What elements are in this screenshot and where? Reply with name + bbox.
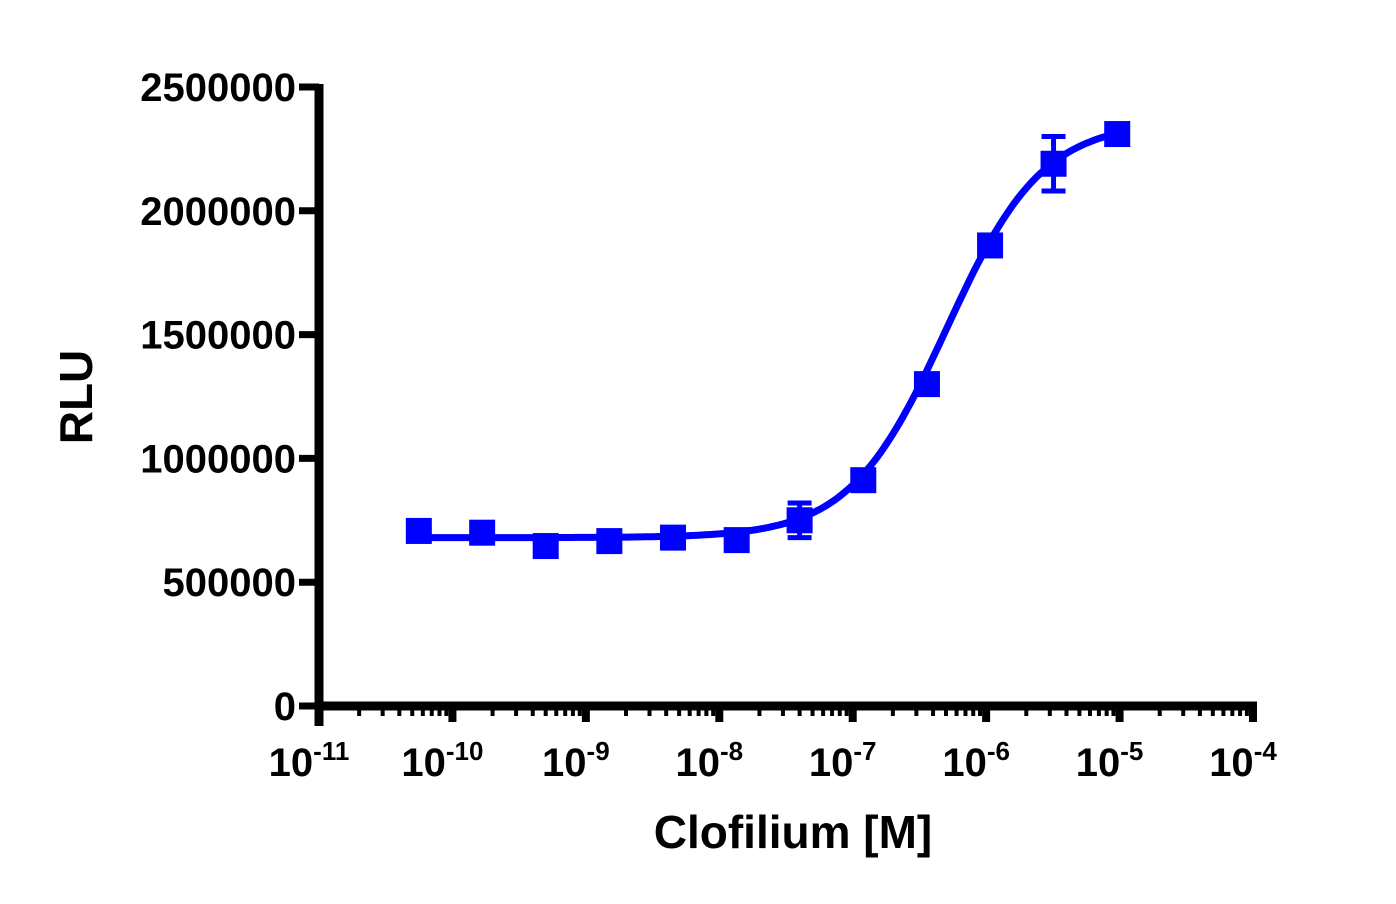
x-tick-label: 10-10 xyxy=(401,736,483,785)
square-marker xyxy=(913,371,940,398)
x-tick-label: 10-4 xyxy=(1209,736,1277,785)
data-point xyxy=(660,524,687,551)
square-marker xyxy=(405,517,432,544)
fit-curve xyxy=(418,129,1118,542)
x-tick-label: 10-5 xyxy=(1076,736,1144,785)
square-marker xyxy=(1040,150,1067,177)
data-point xyxy=(1104,121,1131,148)
data-point xyxy=(723,527,750,554)
data-point xyxy=(596,528,623,555)
y-tick-label: 1000000 xyxy=(140,437,296,481)
data-point xyxy=(405,517,432,544)
y-tick-label: 0 xyxy=(274,685,296,729)
x-tick-label: 10-11 xyxy=(269,736,350,785)
x-tick-label: 10-7 xyxy=(809,736,877,785)
data-point xyxy=(469,519,496,546)
x-tick-label: 10-9 xyxy=(542,736,610,785)
square-marker xyxy=(723,527,750,554)
data-point xyxy=(913,371,940,398)
square-marker xyxy=(469,519,496,546)
data-point xyxy=(1040,134,1067,194)
square-marker xyxy=(660,524,687,551)
data-points xyxy=(405,121,1131,560)
y-axis: 0 500000 1000000 1500000 2000000 2500000 xyxy=(140,66,324,729)
square-marker xyxy=(977,232,1004,259)
square-marker xyxy=(532,533,559,560)
x-tick-label: 10-6 xyxy=(942,736,1010,785)
square-marker xyxy=(596,528,623,555)
square-marker xyxy=(850,467,877,494)
y-axis-title: RLU xyxy=(50,350,102,445)
data-point xyxy=(977,232,1004,259)
y-tick-label: 2000000 xyxy=(140,190,296,234)
y-tick-label: 500000 xyxy=(163,561,296,605)
x-axis-title: Clofilium [M] xyxy=(654,806,933,858)
data-point xyxy=(850,467,877,494)
y-tick-label: 2500000 xyxy=(140,66,296,110)
x-axis: 10-11 10-10 10-9 10-8 10-7 10-6 10-5 10-4 xyxy=(269,701,1277,785)
data-point xyxy=(786,500,813,541)
x-tick-label: 10-8 xyxy=(675,736,743,785)
square-marker xyxy=(1104,121,1131,148)
data-point xyxy=(532,533,559,560)
square-marker xyxy=(786,507,813,534)
y-tick-label: 1500000 xyxy=(140,314,296,358)
